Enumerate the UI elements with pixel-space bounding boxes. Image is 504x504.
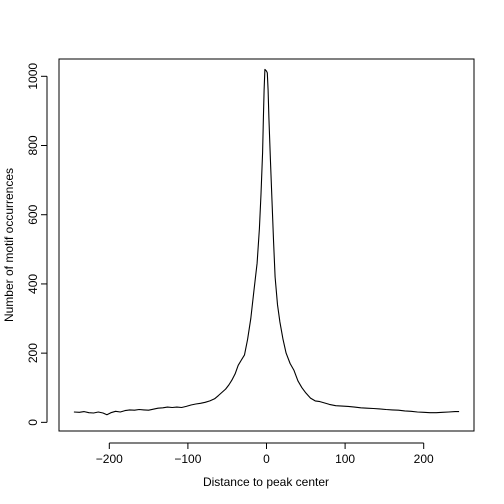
x-tick-label: 100 — [335, 452, 355, 466]
y-tick-label: 600 — [26, 204, 40, 224]
y-tick-label: 800 — [26, 135, 40, 155]
x-axis-title: Distance to peak center — [203, 475, 329, 489]
x-tick-label: 0 — [263, 452, 270, 466]
x-axis: −200 −100 0 100 200 — [96, 442, 434, 466]
x-tick-label: −100 — [174, 452, 201, 466]
x-tick-label: 200 — [414, 452, 434, 466]
y-tick-label: 0 — [26, 419, 40, 426]
y-tick-label: 400 — [26, 274, 40, 294]
y-axis-title: Number of motif occurrences — [2, 168, 16, 322]
y-axis: 0 200 400 600 800 1000 — [26, 63, 48, 426]
y-tick-label: 200 — [26, 343, 40, 363]
x-tick-label: −200 — [96, 452, 123, 466]
series-layer — [73, 68, 460, 416]
y-tick-label: 1000 — [26, 63, 40, 90]
series-line — [73, 68, 460, 416]
plot-frame — [58, 58, 475, 432]
